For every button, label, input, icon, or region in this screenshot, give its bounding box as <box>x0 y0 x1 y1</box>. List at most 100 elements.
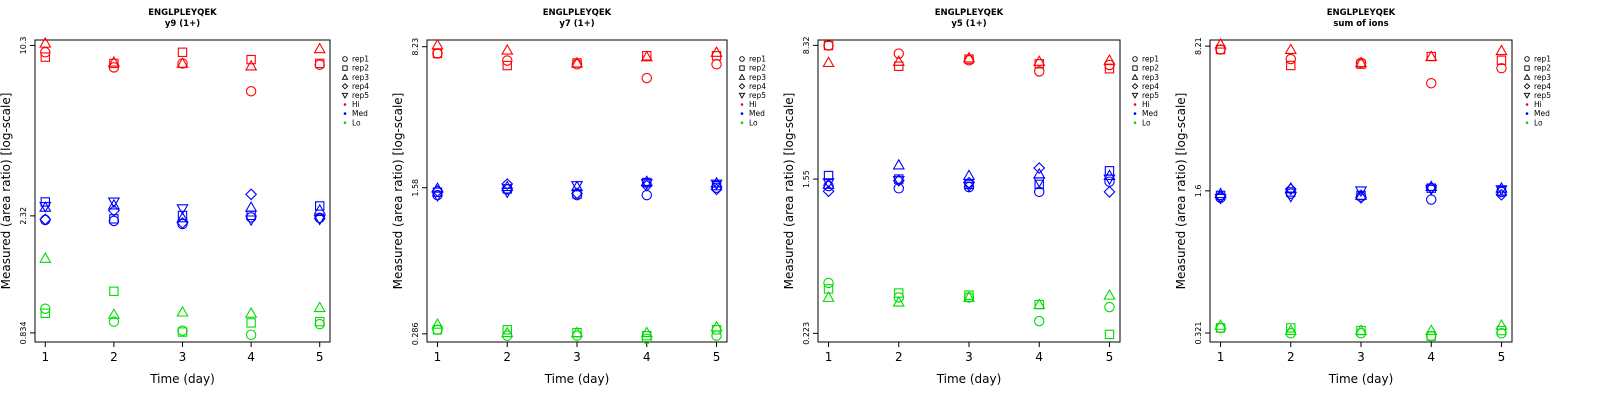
legend-label: rep5 <box>352 91 369 100</box>
legend-swatch-rep3 <box>1131 73 1139 80</box>
x-tick-label: 5 <box>1106 350 1114 364</box>
data-point-rep1-lo <box>1034 315 1045 327</box>
x-tick-label: 2 <box>895 350 903 364</box>
data-point-rep1-hi <box>40 47 51 58</box>
x-tick-label: 5 <box>713 350 721 364</box>
x-tick-label: 2 <box>1287 350 1295 364</box>
data-point-rep2-med <box>109 214 119 224</box>
data-point-rep4-med <box>39 213 52 226</box>
x-tick-label: 5 <box>1498 350 1506 364</box>
data-point-rep1-hi <box>823 40 834 51</box>
data-point-rep1-med <box>641 189 652 201</box>
data-point-rep3-hi <box>1103 53 1116 65</box>
legend-swatch-rep5 <box>1523 92 1531 99</box>
data-point-rep3-hi <box>640 50 653 62</box>
data-point-rep1-lo <box>1215 322 1226 334</box>
data-point-rep3-med <box>1425 180 1438 191</box>
data-point-rep2-lo <box>109 286 119 296</box>
chart-title: ENGLPLEYQEK <box>935 8 1004 18</box>
data-point-rep2-hi <box>177 47 188 57</box>
data-point-rep1-med <box>1426 194 1437 205</box>
x-tick-label: 5 <box>316 350 324 364</box>
legend-label: Hi <box>1534 100 1542 109</box>
data-point-rep2-hi <box>823 40 834 51</box>
legend-swatch-hi <box>343 103 347 106</box>
data-point-rep4-med <box>571 187 583 200</box>
y-tick-label: 2.32 <box>19 207 28 225</box>
data-point-rep3-hi <box>39 36 52 48</box>
legend-label: rep5 <box>1534 91 1551 100</box>
legend-swatch-rep4 <box>738 83 746 90</box>
x-tick-label: 2 <box>110 350 118 364</box>
data-point-rep2-hi <box>502 60 512 71</box>
legend-label: rep1 <box>1142 55 1159 64</box>
y-axis-label: Measured (area ratio) [log-scale] <box>0 93 13 290</box>
legend-label: rep2 <box>749 64 766 73</box>
legend-swatch-lo <box>1525 121 1529 124</box>
data-point-rep2-lo <box>1426 331 1436 341</box>
legend-label: Med <box>352 109 368 118</box>
chart-subtitle: y5 (1+) <box>951 19 986 29</box>
data-point-rep3-lo <box>640 326 653 338</box>
data-point-rep2-lo <box>40 308 51 318</box>
data-point-rep3-lo <box>892 295 905 307</box>
data-point-rep3-hi <box>1214 37 1227 49</box>
data-point-rep3-hi <box>822 56 835 68</box>
data-point-rep3-hi <box>892 55 905 66</box>
legend-label: rep5 <box>749 91 766 100</box>
data-point-rep5-med <box>1284 192 1297 203</box>
x-tick-label: 1 <box>1217 350 1225 364</box>
y-tick-label: 10.3 <box>19 37 28 55</box>
data-point-rep3-med <box>962 169 976 181</box>
chart-subtitle: y9 (1+) <box>165 19 200 29</box>
data-point-rep3-hi <box>962 51 976 63</box>
legend-label: Lo <box>1534 118 1543 127</box>
data-point-rep4-med <box>1495 188 1508 201</box>
chart-title: ENGLPLEYQEK <box>1327 8 1396 18</box>
y-axis-label: Measured (area ratio) [log-scale] <box>782 93 796 290</box>
data-point-rep1-lo <box>711 330 722 341</box>
data-point-rep1-hi <box>432 48 443 59</box>
data-point-rep4-med <box>1425 181 1438 194</box>
legend-label: Hi <box>1142 100 1150 109</box>
data-point-rep4-med <box>176 217 189 229</box>
x-tick-label: 3 <box>179 350 187 364</box>
y-tick-label: 1.55 <box>802 170 811 188</box>
data-point-rep1-hi <box>893 48 904 59</box>
data-point-rep5-med <box>892 176 905 187</box>
data-point-rep2-lo <box>177 327 188 337</box>
data-point-rep3-hi <box>501 43 514 55</box>
y-tick-label: 0.286 <box>411 322 420 345</box>
legend-swatch-med <box>1525 112 1529 115</box>
data-point-rep3-hi <box>176 57 189 68</box>
data-point-rep3-med <box>107 198 121 210</box>
data-point-rep5-med <box>1103 174 1116 186</box>
legend-swatch-hi <box>740 103 744 106</box>
legend-swatch-rep5 <box>341 92 349 99</box>
legend-label: rep2 <box>1534 64 1551 73</box>
data-point-rep4-med <box>963 176 975 189</box>
chart-subtitle: y7 (1+) <box>559 19 594 29</box>
legend-swatch-med <box>740 112 744 115</box>
data-point-rep3-lo <box>1495 319 1508 330</box>
data-point-rep3-lo <box>1103 288 1116 300</box>
data-point-rep2-lo <box>1104 329 1115 340</box>
x-tick-label: 4 <box>1427 350 1435 364</box>
data-point-rep3-hi <box>1495 44 1508 56</box>
data-point-rep3-hi <box>1033 55 1046 66</box>
data-point-rep3-med <box>710 176 723 188</box>
y-tick-label: 1.58 <box>411 179 420 197</box>
legend-label: Med <box>1534 109 1550 118</box>
legend-swatch-hi <box>1525 103 1529 106</box>
data-point-rep5-med <box>1354 186 1368 198</box>
legend-swatch-rep4 <box>1131 83 1139 90</box>
data-point-rep1-med <box>108 215 120 227</box>
legend-label: rep4 <box>352 82 369 91</box>
